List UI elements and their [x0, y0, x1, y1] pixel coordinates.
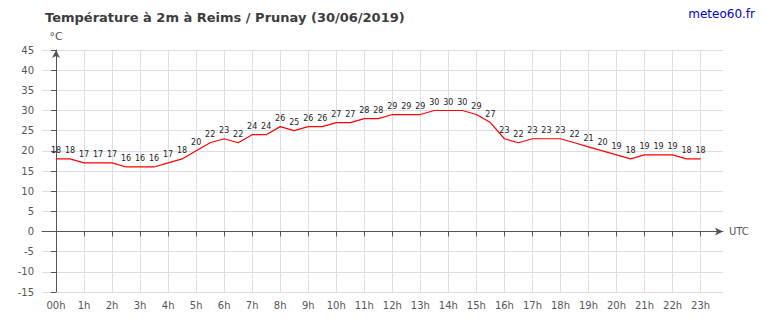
svg-text:25: 25 [21, 125, 34, 136]
svg-text:3h: 3h [134, 300, 147, 311]
svg-text:17: 17 [107, 150, 117, 159]
svg-text:4h: 4h [162, 300, 175, 311]
svg-text:22h: 22h [663, 300, 682, 311]
svg-text:29: 29 [471, 102, 481, 111]
svg-text:9h: 9h [302, 300, 315, 311]
svg-text:meteo60.fr: meteo60.fr [688, 7, 755, 21]
svg-text:18: 18 [625, 146, 635, 155]
svg-text:18h: 18h [551, 300, 570, 311]
svg-text:15h: 15h [467, 300, 486, 311]
svg-text:23: 23 [219, 126, 229, 135]
svg-text:29: 29 [415, 102, 425, 111]
svg-text:18: 18 [177, 146, 187, 155]
svg-text:30: 30 [429, 98, 439, 107]
svg-text:-10: -10 [18, 266, 34, 277]
svg-text:26: 26 [303, 114, 313, 123]
svg-text:6h: 6h [218, 300, 231, 311]
svg-text:1h: 1h [78, 300, 91, 311]
svg-text:7h: 7h [246, 300, 259, 311]
svg-text:17h: 17h [523, 300, 542, 311]
svg-text:29: 29 [401, 102, 411, 111]
svg-text:00h: 00h [46, 300, 65, 311]
svg-text:5: 5 [28, 206, 34, 217]
svg-text:25: 25 [289, 118, 299, 127]
svg-text:26: 26 [317, 114, 327, 123]
svg-text:19: 19 [611, 142, 621, 151]
svg-text:5h: 5h [190, 300, 203, 311]
svg-text:24: 24 [261, 122, 271, 131]
svg-text:17: 17 [163, 150, 173, 159]
svg-text:18: 18 [695, 146, 705, 155]
svg-text:29: 29 [387, 102, 397, 111]
svg-text:19: 19 [639, 142, 649, 151]
svg-text:14h: 14h [439, 300, 458, 311]
svg-text:23: 23 [555, 126, 565, 135]
svg-text:21: 21 [583, 134, 593, 143]
svg-text:16: 16 [121, 154, 131, 163]
svg-text:2h: 2h [106, 300, 119, 311]
svg-text:22: 22 [233, 130, 243, 139]
svg-text:28: 28 [359, 106, 369, 115]
svg-text:20h: 20h [607, 300, 626, 311]
svg-text:19: 19 [667, 142, 677, 151]
svg-text:11h: 11h [355, 300, 374, 311]
svg-text:18: 18 [51, 146, 61, 155]
svg-text:22: 22 [569, 130, 579, 139]
svg-text:19: 19 [653, 142, 663, 151]
svg-text:27: 27 [345, 110, 355, 119]
svg-text:22: 22 [205, 130, 215, 139]
svg-text:23: 23 [527, 126, 537, 135]
svg-text:8h: 8h [274, 300, 287, 311]
svg-text:17: 17 [79, 150, 89, 159]
svg-text:22: 22 [513, 130, 523, 139]
svg-text:23: 23 [541, 126, 551, 135]
svg-text:19h: 19h [579, 300, 598, 311]
svg-text:27: 27 [485, 110, 495, 119]
svg-text:18: 18 [65, 146, 75, 155]
svg-text:-5: -5 [24, 246, 34, 257]
svg-text:20: 20 [597, 138, 607, 147]
svg-text:10: 10 [21, 186, 34, 197]
svg-text:17: 17 [93, 150, 103, 159]
svg-text:15: 15 [21, 166, 34, 177]
svg-text:Température à 2m à Reims / Pru: Température à 2m à Reims / Prunay (30/06… [45, 10, 405, 25]
svg-text:10h: 10h [327, 300, 346, 311]
svg-text:24: 24 [247, 122, 257, 131]
svg-text:20: 20 [21, 145, 34, 156]
svg-text:45: 45 [21, 45, 34, 56]
svg-text:-15: -15 [18, 287, 34, 298]
svg-text:18: 18 [681, 146, 691, 155]
svg-text:28: 28 [373, 106, 383, 115]
svg-text:40: 40 [21, 65, 34, 76]
svg-text:21h: 21h [635, 300, 654, 311]
svg-text:30: 30 [21, 105, 34, 116]
svg-text:13h: 13h [411, 300, 430, 311]
svg-text:30: 30 [457, 98, 467, 107]
svg-text:0: 0 [28, 226, 34, 237]
svg-text:16h: 16h [495, 300, 514, 311]
svg-text:23h: 23h [691, 300, 710, 311]
svg-text:16: 16 [135, 154, 145, 163]
svg-text:12h: 12h [383, 300, 402, 311]
svg-text:16: 16 [149, 154, 159, 163]
svg-text:23: 23 [499, 126, 509, 135]
svg-text:20: 20 [191, 138, 201, 147]
svg-text:30: 30 [443, 98, 453, 107]
svg-text:35: 35 [21, 85, 34, 96]
svg-text:UTC: UTC [729, 226, 749, 237]
svg-text:27: 27 [331, 110, 341, 119]
svg-text:°C: °C [49, 30, 63, 43]
svg-text:26: 26 [275, 114, 285, 123]
